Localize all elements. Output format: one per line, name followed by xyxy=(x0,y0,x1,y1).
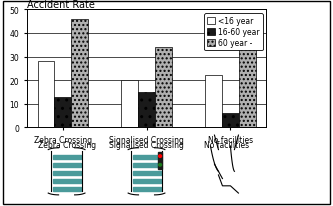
Text: Signalised Crossing: Signalised Crossing xyxy=(109,140,184,149)
Bar xyxy=(71,20,88,128)
Bar xyxy=(38,62,54,128)
Legend: <16 year, 16-60 year, 60 year -: <16 year, 16-60 year, 60 year - xyxy=(204,14,263,51)
Bar xyxy=(133,156,161,160)
Bar xyxy=(133,179,161,183)
Bar xyxy=(133,164,161,167)
Bar xyxy=(53,156,81,160)
Circle shape xyxy=(159,164,162,166)
Text: Accident Rate: Accident Rate xyxy=(27,0,95,9)
Bar xyxy=(205,76,222,128)
Text: Zebra Crossing: Zebra Crossing xyxy=(38,140,96,149)
Bar xyxy=(53,187,81,191)
Bar xyxy=(53,164,81,167)
Bar xyxy=(53,179,81,183)
Bar xyxy=(53,171,81,176)
Bar xyxy=(54,97,71,128)
Bar xyxy=(158,152,162,169)
Text: No facilities: No facilities xyxy=(204,140,249,149)
Bar xyxy=(133,171,161,176)
Circle shape xyxy=(159,155,162,158)
Bar xyxy=(121,81,138,128)
Bar xyxy=(222,114,239,128)
Bar xyxy=(155,48,172,128)
Bar xyxy=(239,43,255,128)
Bar xyxy=(133,187,161,191)
Bar xyxy=(138,92,155,128)
